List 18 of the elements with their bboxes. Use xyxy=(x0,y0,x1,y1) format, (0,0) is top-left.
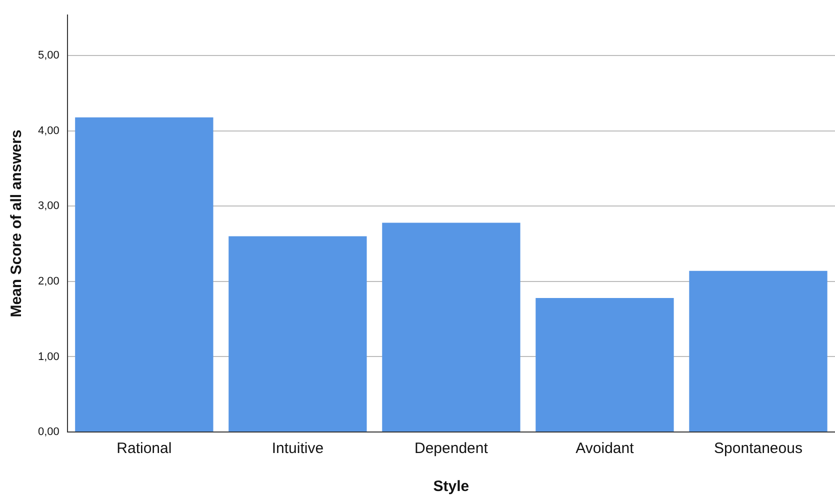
bar xyxy=(75,117,214,432)
x-tick-label: Rational xyxy=(116,440,172,458)
y-tick-label: 1,00 xyxy=(38,350,60,363)
x-tick-label: Avoidant xyxy=(576,440,635,458)
x-tick-label: Dependent xyxy=(414,440,489,458)
y-tick-label: 5,00 xyxy=(38,50,60,62)
x-tick-label: Spontaneous xyxy=(714,440,802,458)
bar xyxy=(382,222,520,432)
y-axis-title: Mean Score of all answers xyxy=(8,130,26,318)
y-tick-label: 4,00 xyxy=(38,124,60,137)
y-tick-label: 3,00 xyxy=(38,200,60,212)
x-tick-label: Intuitive xyxy=(272,440,324,458)
bar xyxy=(689,270,828,432)
x-axis-title: Style xyxy=(433,478,470,496)
bar xyxy=(228,236,367,432)
y-tick-label: 0,00 xyxy=(38,426,60,438)
bar xyxy=(536,298,674,432)
y-tick-label: 2,00 xyxy=(38,275,60,288)
